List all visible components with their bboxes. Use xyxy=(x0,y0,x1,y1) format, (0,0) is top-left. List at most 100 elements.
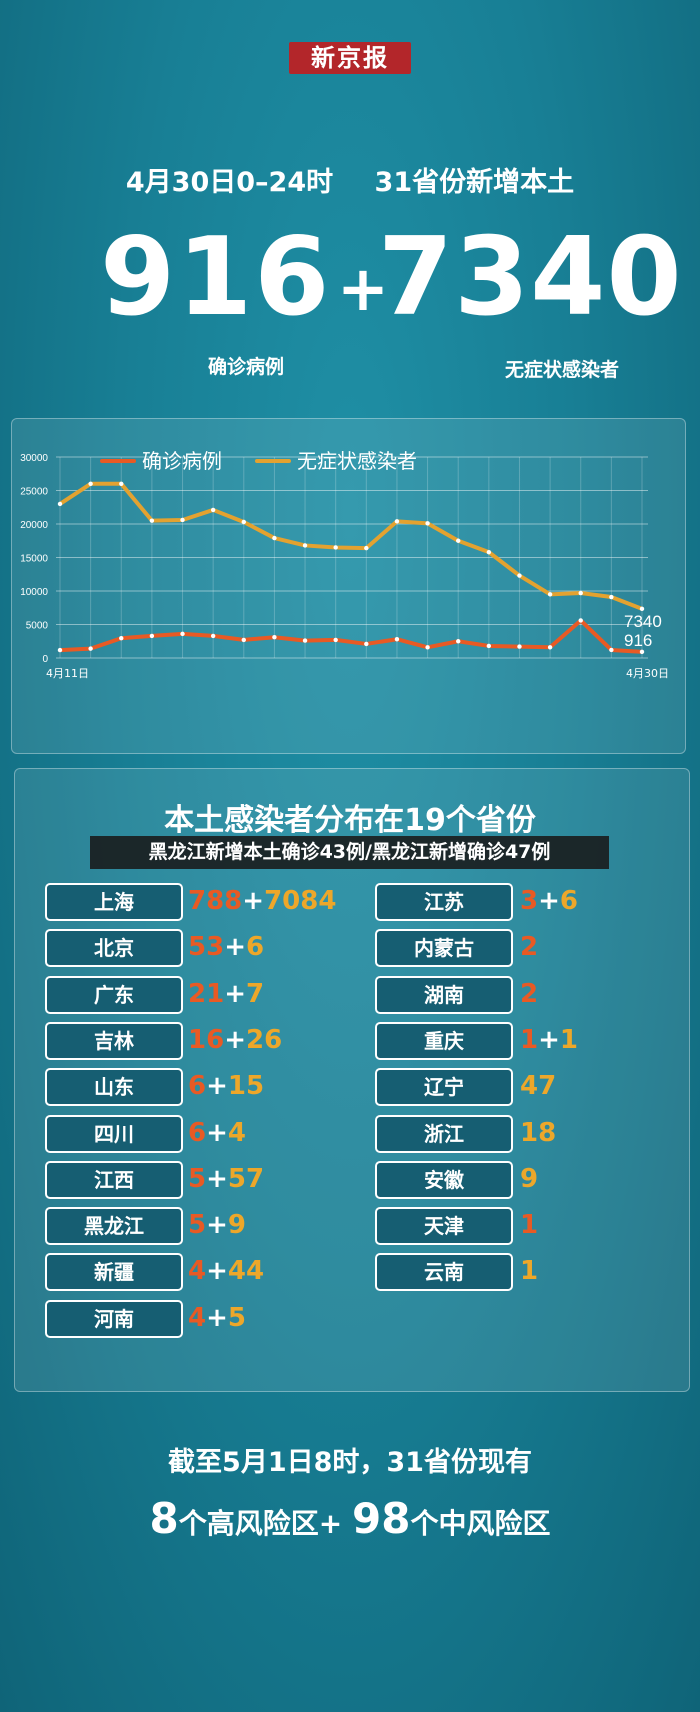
data-point xyxy=(364,545,369,551)
asymptomatic-total: 7340 xyxy=(378,215,683,340)
confirmed-count: 2 xyxy=(520,932,539,963)
mid-risk-count: 98 xyxy=(352,1494,411,1543)
plus-sign: + xyxy=(538,886,560,916)
province-value: 788+7084 xyxy=(188,884,336,918)
high-risk-count: 8 xyxy=(149,1494,179,1543)
confirmed-label: 确诊病例 xyxy=(208,356,285,378)
data-point xyxy=(609,594,614,600)
province-value: 6+15 xyxy=(188,1069,264,1103)
footer-plus: + xyxy=(318,1507,352,1540)
province-value: 1 xyxy=(520,1208,538,1242)
data-point xyxy=(210,507,216,513)
asymptomatic-label: 无症状感染者 xyxy=(505,359,620,381)
plus-sign: + xyxy=(224,978,246,1009)
asymptomatic-count: 9 xyxy=(520,1163,539,1194)
brand-logo: 新京报 xyxy=(289,42,411,74)
y-tick-label: 0 xyxy=(42,654,48,665)
confirmed-count: 16 xyxy=(188,1024,225,1055)
data-point xyxy=(149,518,155,523)
headline-date: 4月30日0–24时 xyxy=(125,167,334,198)
confirmed-count: 5 xyxy=(188,1210,207,1241)
confirmed-count: 4 xyxy=(188,1302,207,1333)
province-name: 浙江 xyxy=(375,1114,513,1153)
y-tick-label: 15000 xyxy=(20,554,48,565)
province-value: 9 xyxy=(520,1162,538,1196)
data-point xyxy=(210,633,216,639)
province-name: 广东 xyxy=(45,975,183,1014)
asymptomatic-count: 9 xyxy=(227,1210,246,1241)
confirmed-count: 6 xyxy=(188,1117,207,1148)
asymptomatic-count: 26 xyxy=(245,1024,283,1055)
plus-sign: + xyxy=(206,1256,228,1287)
data-point xyxy=(425,645,430,650)
plus-sign: + xyxy=(206,1302,228,1333)
data-point xyxy=(119,636,124,641)
province-value: 16+26 xyxy=(188,1023,282,1057)
data-point xyxy=(639,606,645,612)
series-line xyxy=(58,481,644,611)
data-point xyxy=(241,519,246,525)
asymptomatic-count: 15 xyxy=(227,1071,265,1102)
asymptomatic-count: 47 xyxy=(520,1071,557,1102)
end-label-asymptomatic: 7340 xyxy=(624,612,662,631)
data-point xyxy=(639,649,645,655)
confirmed-count: 1 xyxy=(520,1210,539,1241)
asymptomatic-count: 1 xyxy=(559,1024,578,1055)
province-name: 辽宁 xyxy=(375,1068,513,1107)
data-point xyxy=(57,501,63,507)
data-point xyxy=(394,519,400,524)
province-value: 2 xyxy=(520,930,538,964)
data-point xyxy=(456,639,461,644)
province-name: 上海 xyxy=(45,883,183,921)
province-name: 北京 xyxy=(45,929,183,968)
footer-line1: 截至5月1日8时，31省份现有 xyxy=(168,1447,532,1478)
data-point xyxy=(333,545,338,550)
plus-sign: + xyxy=(538,1024,560,1055)
data-point xyxy=(149,633,155,639)
y-tick-label: 10000 xyxy=(20,587,48,598)
data-point xyxy=(180,517,185,523)
province-name: 河南 xyxy=(45,1299,183,1338)
data-point xyxy=(333,637,338,643)
x-tick-label: 4月30日 xyxy=(626,667,669,680)
plus-sign: + xyxy=(206,1071,228,1102)
province-name: 黑龙江 xyxy=(45,1207,183,1246)
confirmed-count: 6 xyxy=(188,1071,207,1102)
province-value: 5+9 xyxy=(188,1208,246,1242)
overlay-caption: 黑龙江新增本土确诊43例/黑龙江新增确诊47例 xyxy=(90,836,609,869)
data-point xyxy=(88,646,93,651)
province-name: 江西 xyxy=(45,1160,183,1199)
data-point xyxy=(364,641,369,647)
legend-label: 确诊病例 xyxy=(142,449,222,473)
asymptomatic-count: 6 xyxy=(559,886,578,916)
asymptomatic-count: 1 xyxy=(520,1256,539,1287)
province-name: 新疆 xyxy=(45,1253,183,1292)
data-point xyxy=(394,637,400,642)
asymptomatic-count: 7084 xyxy=(264,886,337,916)
y-tick-label: 5000 xyxy=(26,621,49,632)
province-name: 云南 xyxy=(375,1253,513,1292)
province-name: 重庆 xyxy=(375,1021,513,1060)
legend-label: 无症状感染者 xyxy=(297,449,417,473)
data-point xyxy=(547,592,553,597)
mid-risk-label: 个中风险区 xyxy=(410,1507,551,1540)
confirmed-count: 4 xyxy=(188,1256,207,1287)
footer-line2: 8个高风险区+ 98个中风险区 xyxy=(0,1494,700,1543)
headline-scope: 31省份新增本土 xyxy=(374,167,575,198)
province-name: 内蒙古 xyxy=(375,929,513,968)
province-value: 4+5 xyxy=(188,1301,246,1335)
data-point xyxy=(119,481,124,486)
data-point xyxy=(517,573,522,578)
distribution-title: 本土感染者分布在19个省份 xyxy=(164,803,536,838)
plus-sign: + xyxy=(224,932,246,963)
end-label-confirmed: 916 xyxy=(624,631,652,650)
data-point xyxy=(302,543,308,548)
asymptomatic-count: 7 xyxy=(245,978,265,1009)
province-value: 6+4 xyxy=(188,1116,246,1150)
province-value: 2 xyxy=(520,977,538,1011)
asymptomatic-count: 4 xyxy=(227,1117,246,1148)
data-point xyxy=(302,638,308,643)
plus-sign: + xyxy=(206,1117,228,1148)
y-tick-label: 30000 xyxy=(20,453,48,464)
confirmed-count: 788 xyxy=(188,886,243,916)
